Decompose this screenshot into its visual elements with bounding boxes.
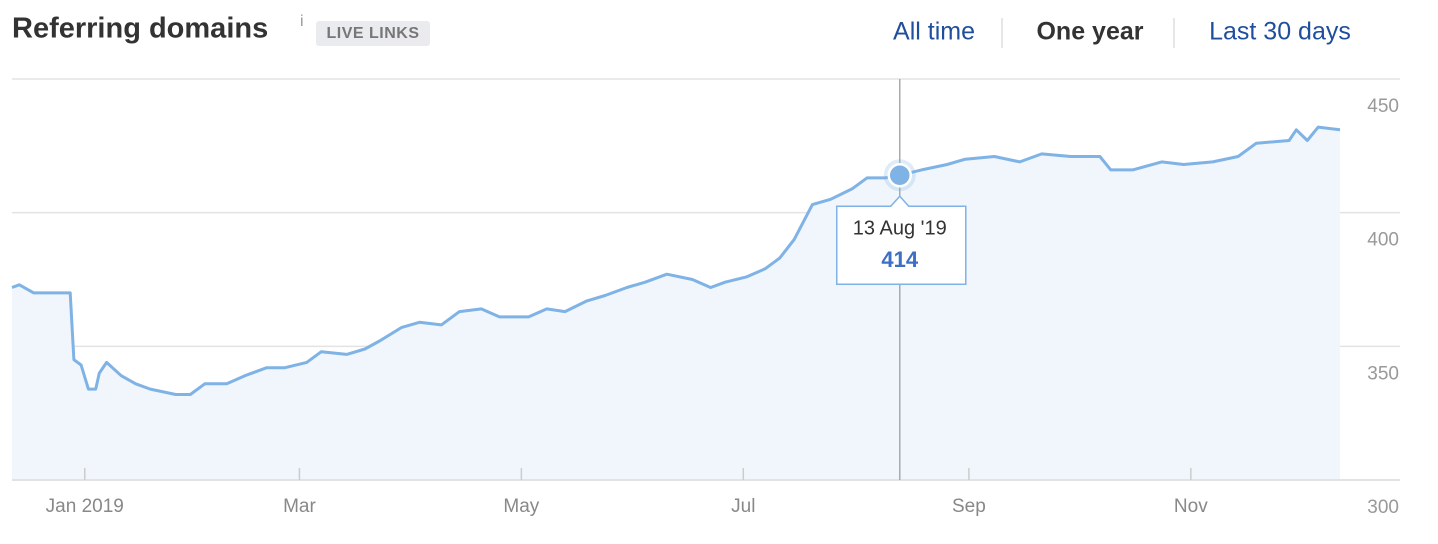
x-tick-label: Jan 2019 (46, 496, 124, 517)
badge-bg (316, 21, 430, 46)
y-tick-label: 300 (1367, 497, 1399, 518)
x-tick-label: May (503, 496, 539, 517)
info-icon[interactable]: i (300, 13, 304, 30)
x-tick-label: Jul (731, 496, 755, 517)
chart-title: Referring domains (12, 13, 268, 45)
hover-point (887, 162, 913, 188)
y-tick-label: 400 (1367, 230, 1399, 251)
range-tab[interactable]: One year (1036, 18, 1143, 46)
tooltip-value: 414 (881, 247, 918, 272)
x-tick-label: Nov (1174, 496, 1208, 517)
tooltip-date: 13 Aug '19 (853, 218, 947, 240)
y-tick-label: 350 (1367, 363, 1399, 384)
range-tab[interactable]: All time (893, 18, 975, 46)
tooltip-box (836, 195, 967, 285)
range-tab[interactable]: Last 30 days (1209, 18, 1351, 46)
x-tick-label: Sep (952, 496, 986, 517)
line (11, 125, 1341, 396)
x-tick-label: Mar (283, 496, 316, 517)
area (12, 127, 1340, 480)
badge: LIVE LINKS (326, 25, 419, 42)
y-tick-label: 450 (1367, 96, 1399, 117)
